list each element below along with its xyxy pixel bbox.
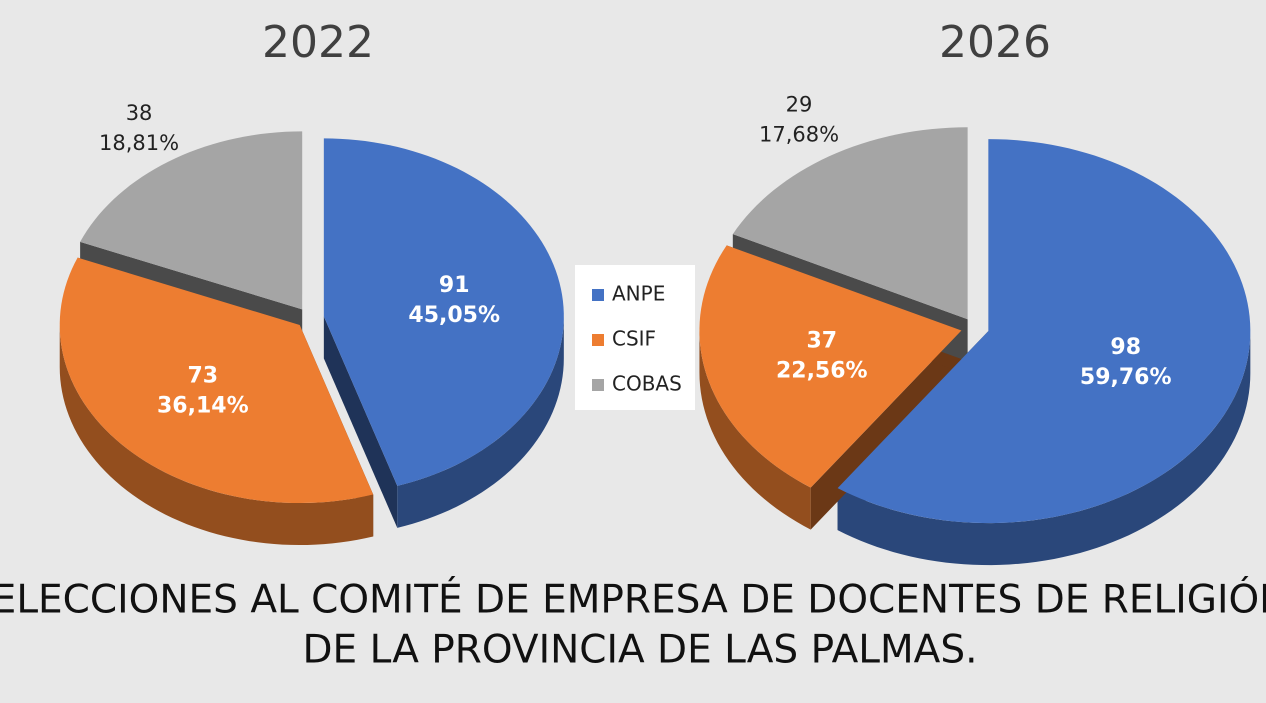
data-label: 45,05% (408, 303, 500, 328)
slice (323, 138, 564, 486)
slice-side (59, 325, 374, 546)
data-label: 38 (126, 101, 153, 125)
slice (837, 139, 1251, 524)
data-label: 98 (1110, 335, 1141, 360)
data-label: 91 (439, 273, 470, 298)
slice-wall (323, 316, 398, 528)
caption-line: DE LA PROVINCIA DE LAS PALMAS. (303, 628, 978, 673)
data-label: 22,56% (776, 359, 868, 384)
legend-label: CSIF (612, 327, 656, 351)
slice-side (837, 331, 1251, 566)
legend-label: COBAS (612, 372, 682, 396)
slice (80, 131, 303, 310)
slice (732, 127, 968, 320)
slice-side (397, 316, 564, 528)
legend-swatch (592, 289, 604, 301)
data-label: 18,81% (99, 131, 179, 155)
data-label: 59,76% (1080, 365, 1172, 390)
data-label: 37 (806, 329, 837, 354)
chart-title: 2022 (262, 17, 374, 68)
data-label: 17,68% (759, 122, 839, 146)
slice-side (699, 330, 811, 530)
legend-label: ANPE (612, 282, 665, 306)
slice (699, 245, 962, 488)
data-label: 36,14% (157, 394, 249, 419)
caption-line: ELECCIONES AL COMITÉ DE EMPRESA DE DOCEN… (0, 576, 1266, 623)
legend-swatch (592, 334, 604, 346)
slice (59, 257, 374, 504)
data-label: 29 (786, 92, 813, 116)
legend-swatch (592, 379, 604, 391)
chart-title: 2026 (939, 17, 1051, 68)
data-label: 73 (188, 364, 219, 389)
